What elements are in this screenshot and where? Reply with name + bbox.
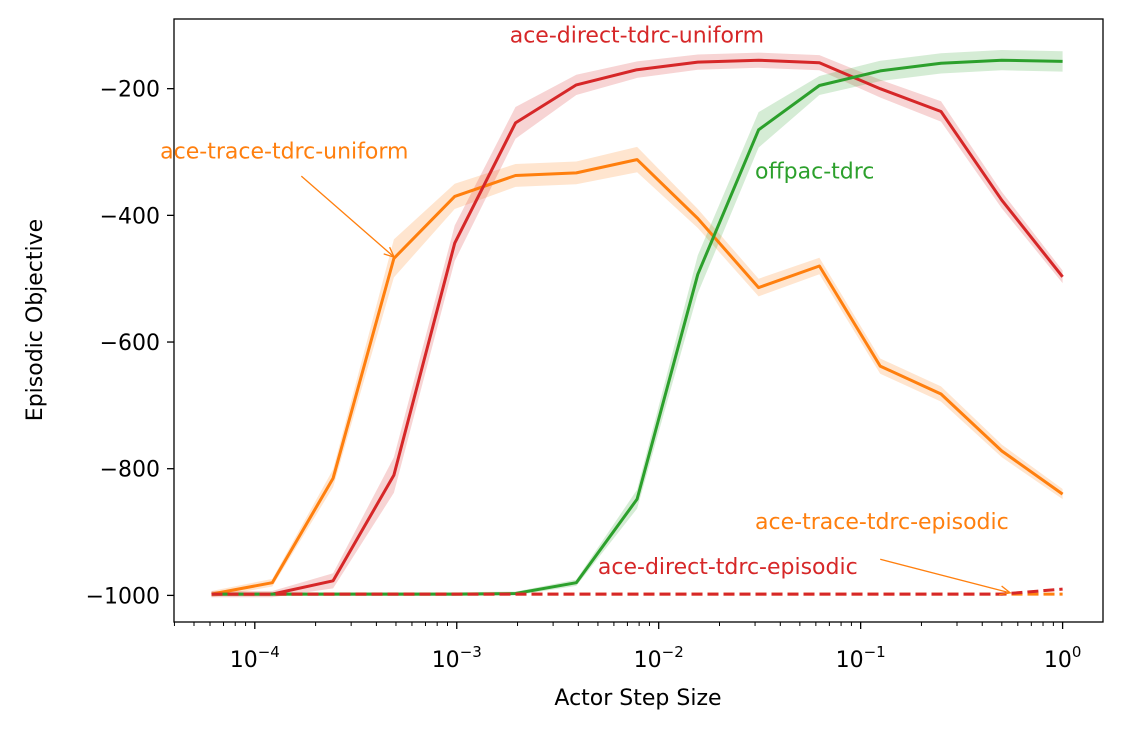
- y-axis-label: Episodic Objective: [23, 219, 48, 421]
- x-tick-label: 10−2: [634, 643, 684, 673]
- y-axis-ticks: −200 −400 −600 −800 −1000: [86, 78, 174, 609]
- line-ace-direct-tdrc-uniform: [211, 58, 1064, 596]
- y-tick-label: −200: [100, 78, 160, 103]
- annotation-offpac-tdrc: offpac-tdrc: [755, 160, 874, 185]
- annotation-ace-direct-tdrc-episodic: ace-direct-tdrc-episodic: [598, 555, 858, 580]
- annotation-arrow: [880, 558, 1011, 594]
- x-axis-ticks: 10−4 10−3 10−2 10−1 100: [173, 622, 1082, 673]
- annotation-arrowhead: [999, 585, 1012, 596]
- annotation-ace-trace-tdrc-uniform: ace-trace-tdrc-uniform: [160, 139, 408, 164]
- x-tick-label: 10−1: [836, 643, 886, 673]
- series-annotations: ace-direct-tdrc-uniform ace-trace-tdrc-un…: [160, 23, 1012, 596]
- annotation-arrowhead: [383, 246, 396, 259]
- y-tick-label: −1000: [86, 584, 160, 609]
- annotation-arrow: [300, 175, 395, 258]
- line-ace-direct-tdrc-episodic: [211, 587, 1063, 596]
- y-tick-label: −800: [100, 458, 160, 483]
- series-lines: [211, 58, 1064, 596]
- x-axis-label: Actor Step Size: [554, 686, 721, 711]
- annotation-ace-trace-tdrc-episodic: ace-trace-tdrc-episodic: [755, 510, 1009, 535]
- y-tick-label: −600: [100, 331, 160, 356]
- line-offpac-tdrc: [211, 58, 1063, 596]
- y-tick-label: −400: [100, 204, 160, 229]
- x-tick-label: 100: [1044, 643, 1082, 673]
- x-tick-label: 10−4: [230, 643, 280, 673]
- annotation-ace-direct-tdrc-uniform: ace-direct-tdrc-uniform: [510, 23, 764, 48]
- plot-frame: [173, 18, 1104, 623]
- x-tick-label: 10−3: [432, 643, 482, 673]
- line-ace-trace-tdrc-uniform: [211, 158, 1064, 596]
